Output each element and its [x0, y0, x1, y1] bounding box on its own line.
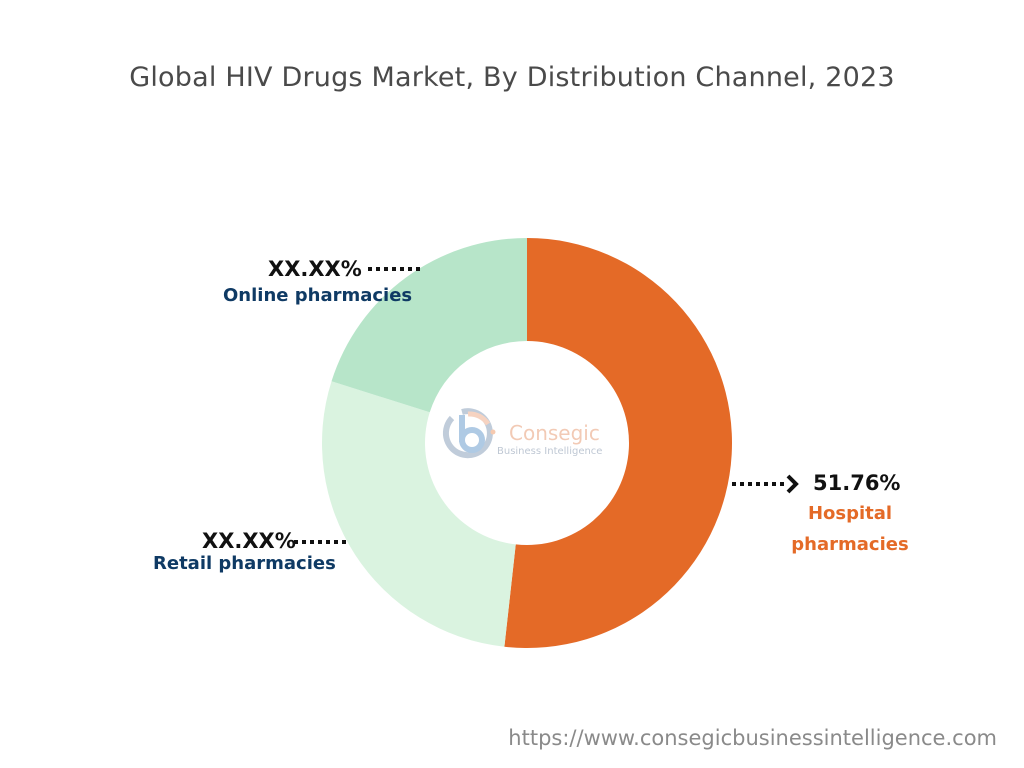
slice-hospital-pharmacies	[504, 238, 732, 648]
retail-pct-label: XX.XX%	[202, 529, 296, 553]
hospital-pct-label: 51.76%	[813, 471, 901, 495]
hospital-name-label: Hospital pharmacies	[791, 503, 909, 555]
arrow-icon	[786, 474, 799, 494]
chart-title: Global HIV Drugs Market, By Distribution…	[129, 62, 895, 93]
slice-retail-pharmacies	[322, 381, 516, 647]
leader-lines	[294, 267, 799, 544]
logo-tagline: Business Intelligence	[497, 446, 602, 457]
slice-online-pharmacies	[331, 238, 527, 413]
online-pct-label: XX.XX%	[268, 257, 362, 281]
retail-name-label: Retail pharmacies	[153, 553, 336, 574]
source-url: https://www.consegicbusinessintelligence…	[508, 726, 997, 750]
logo-name: Consegic	[509, 421, 600, 445]
online-name-label: Online pharmacies	[223, 285, 413, 306]
logo: Consegic Business Intelligence	[442, 408, 602, 459]
